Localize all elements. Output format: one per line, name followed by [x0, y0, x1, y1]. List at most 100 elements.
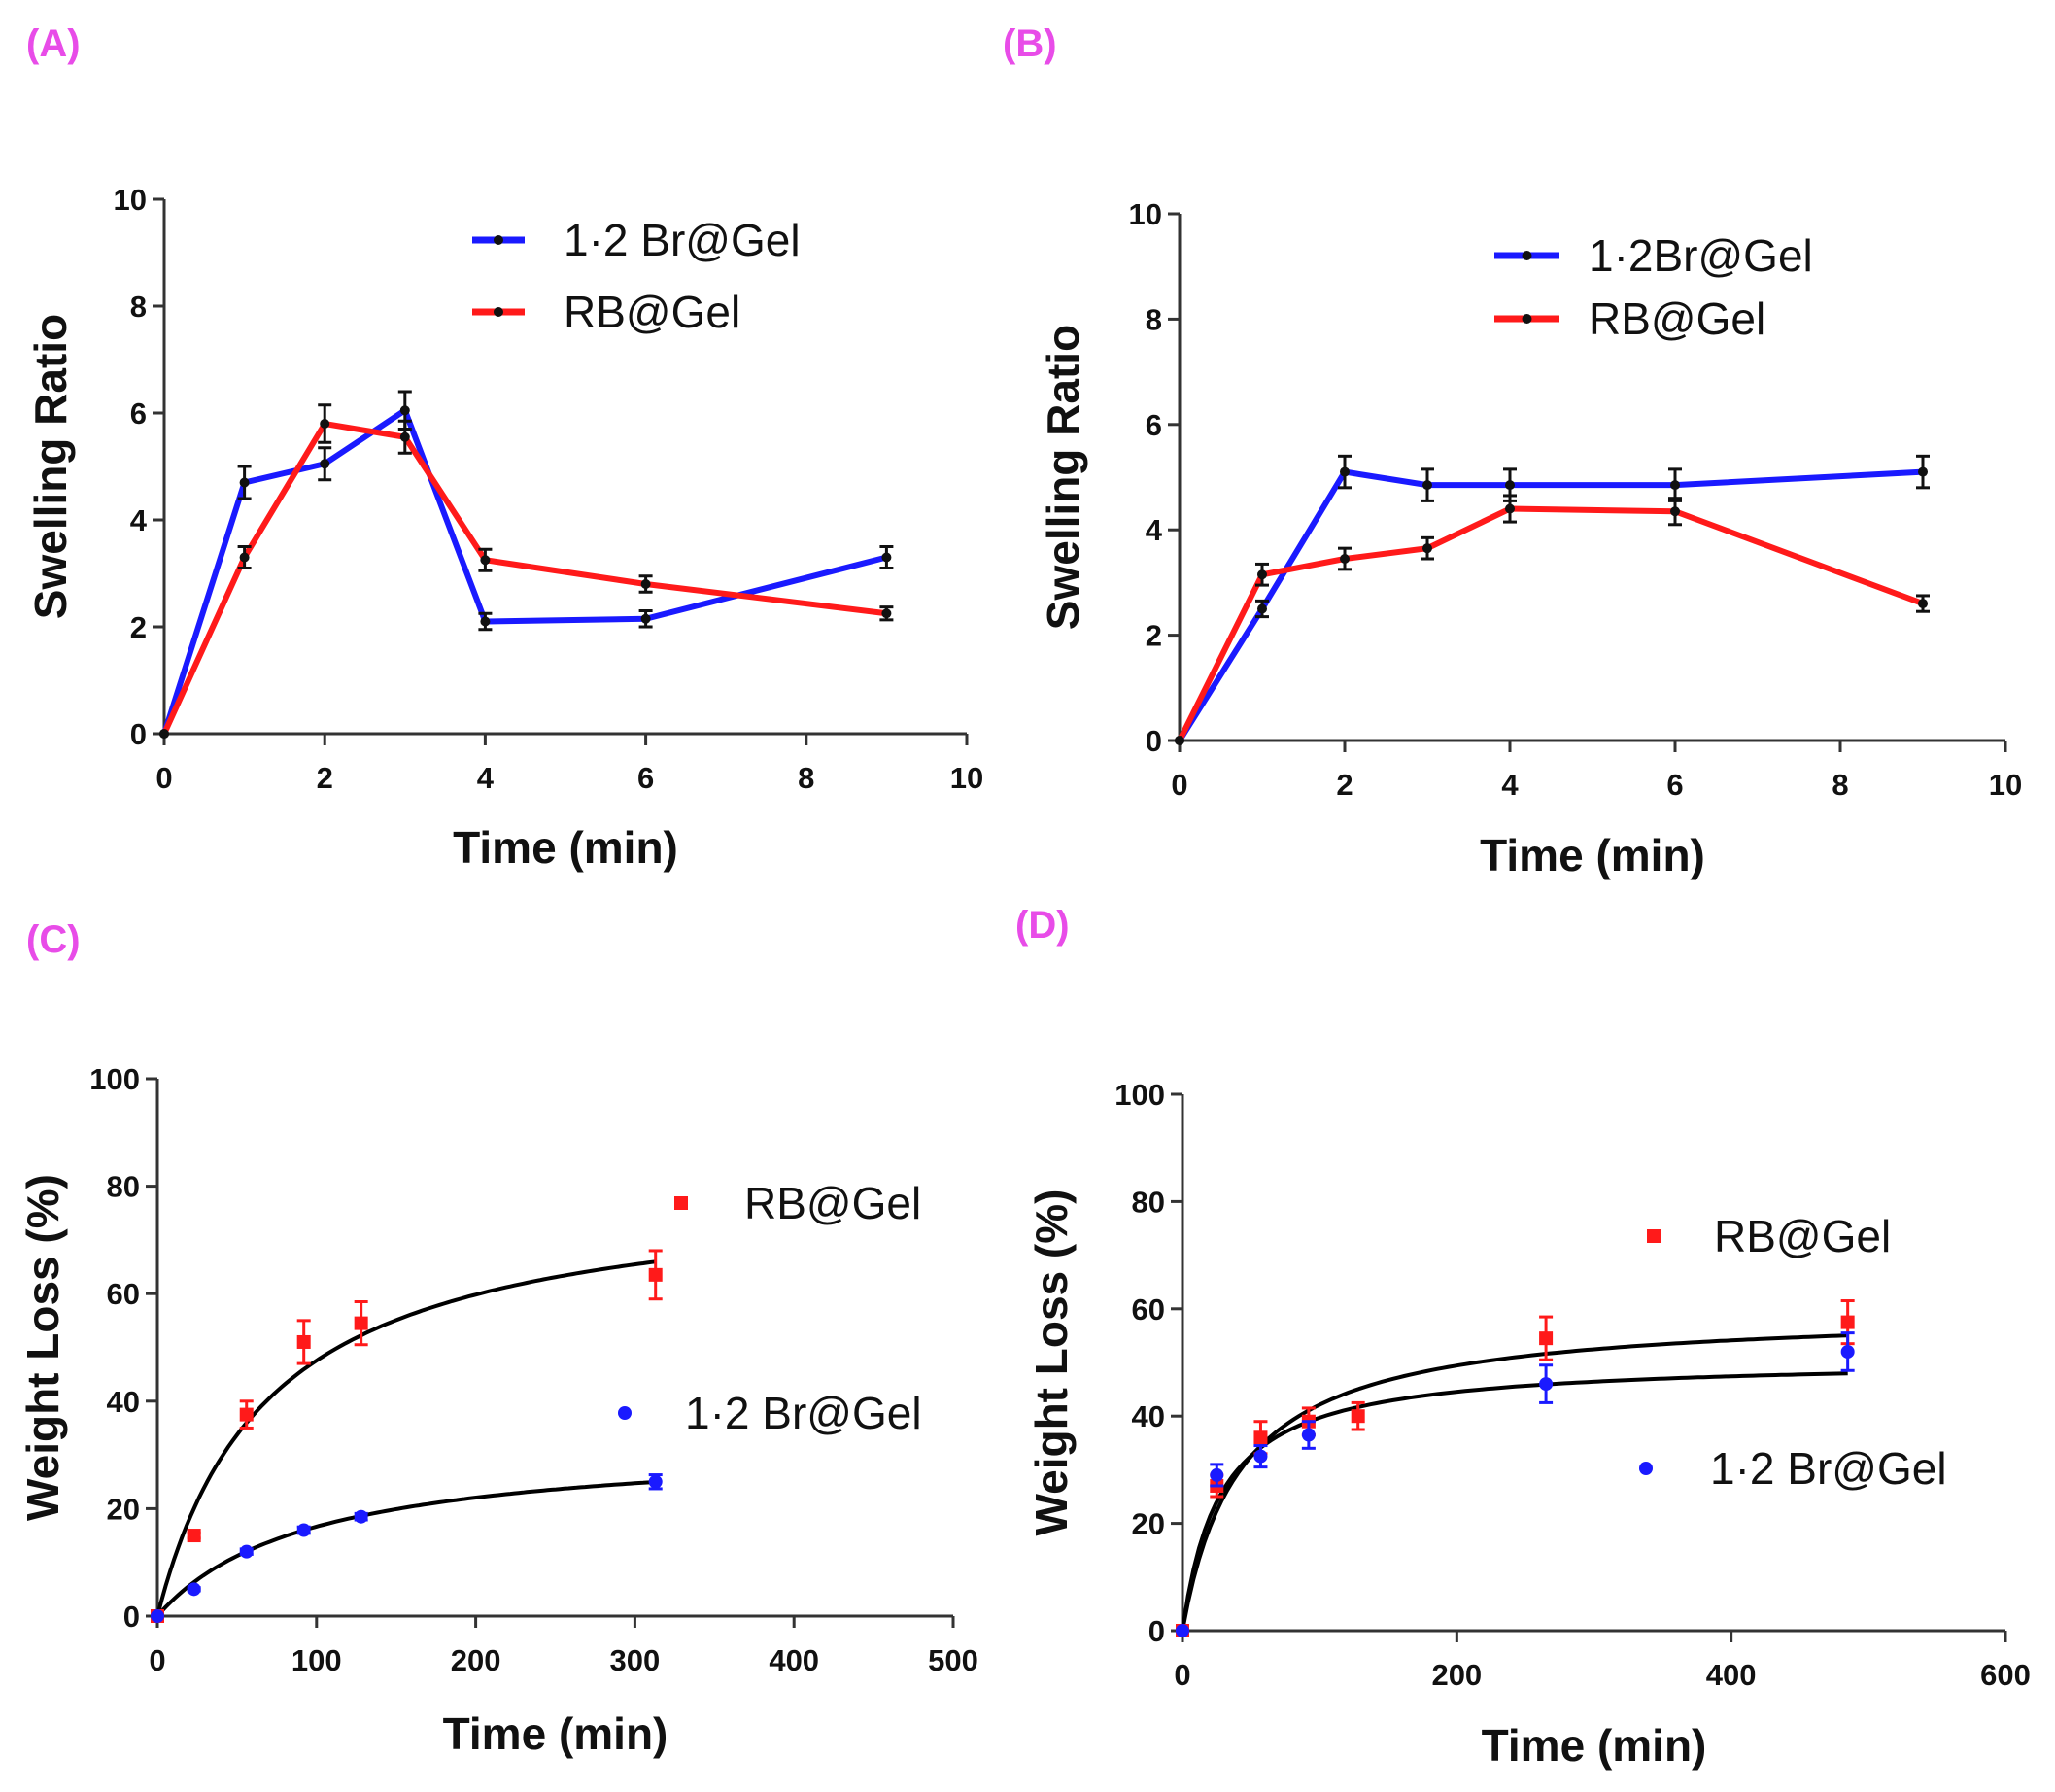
fit-curve	[1181, 1333, 1848, 1632]
x-tick-label: 200	[451, 1643, 501, 1677]
series-line	[161, 420, 887, 736]
y-tick-label: 0	[130, 717, 147, 751]
chart-panel-a: (A) 0 2 4 6 8 10 0 2 4 6 8 10 Time (min) Swelling Rati…	[25, 22, 983, 873]
data-point	[1539, 1331, 1554, 1346]
y-tick-label: 100	[1114, 1078, 1165, 1112]
x-tick-label: 2	[317, 761, 333, 795]
y-tick-label: 0	[123, 1600, 140, 1634]
legend-label: RB@Gel	[1714, 1211, 1891, 1261]
data-point	[187, 1582, 201, 1597]
fit-curve	[155, 1259, 656, 1617]
legend-label: 1·2 Br@Gel	[685, 1388, 922, 1438]
data-point	[1210, 1467, 1224, 1482]
data-point	[320, 419, 330, 429]
data-point	[296, 1523, 311, 1537]
data-point	[354, 1509, 368, 1524]
data-point	[640, 613, 651, 624]
x-tick-label: 500	[928, 1643, 978, 1677]
y-axis-title: Weight Loss (%)	[1026, 1189, 1077, 1536]
y-tick-label: 10	[114, 183, 147, 217]
data-point	[1340, 466, 1350, 477]
legend-marker	[674, 1196, 688, 1210]
data-point	[881, 608, 892, 619]
data-point	[1840, 1315, 1855, 1329]
data-point	[187, 1529, 201, 1543]
data-point	[1505, 503, 1515, 514]
data-point	[151, 1609, 164, 1623]
y-tick-label: 80	[107, 1170, 140, 1204]
data-point	[1539, 1377, 1554, 1392]
data-point	[1422, 480, 1432, 491]
data-point	[1340, 554, 1350, 565]
y-tick-label: 0	[1146, 724, 1162, 758]
data-point	[1670, 506, 1680, 517]
y-tick-label: 8	[1146, 302, 1162, 336]
data-point	[159, 729, 169, 739]
y-tick-label: 2	[1146, 619, 1162, 653]
y-tick-label: 60	[1132, 1292, 1165, 1327]
data-point	[1422, 543, 1432, 554]
y-tick-label: 20	[1132, 1507, 1165, 1541]
chart-panel-d: (D) 0 200 400 600 0 20 40 60 80 100 Time (min) Weigh…	[1015, 904, 2031, 1771]
x-tick-label: 200	[1431, 1658, 1482, 1692]
fit-curve	[155, 1479, 656, 1618]
data-point	[648, 1267, 663, 1282]
data-point	[480, 616, 491, 627]
data-point	[239, 477, 250, 488]
legend-marker	[1522, 314, 1532, 324]
y-tick-label: 8	[130, 290, 147, 324]
data-point	[881, 552, 892, 563]
data-point	[1918, 599, 1928, 609]
legend-marker	[494, 235, 503, 245]
x-tick-label: 600	[1980, 1658, 2031, 1692]
data-point	[640, 579, 651, 589]
data-point	[1257, 569, 1267, 580]
x-tick-label: 400	[769, 1643, 819, 1677]
data-point	[399, 405, 410, 416]
x-axis-title: Time (min)	[443, 1708, 668, 1759]
data-point	[1670, 480, 1680, 491]
x-tick-label: 8	[1832, 768, 1848, 802]
panel-label: (D)	[1015, 904, 1070, 947]
y-axis-title: Swelling Ratio	[25, 314, 76, 619]
x-axis-title: Time (min)	[1480, 830, 1705, 880]
y-tick-label: 4	[1146, 513, 1163, 547]
y-axis-title: Weight Loss (%)	[17, 1174, 68, 1521]
chart-panel-c: (C) 0 100 200 300 400 500 0 20 40 60 80 100 Time (min…	[17, 918, 978, 1759]
series-line	[161, 405, 888, 735]
x-tick-label: 400	[1706, 1658, 1757, 1692]
y-axis-title: Swelling Ratio	[1038, 325, 1088, 630]
data-point	[480, 555, 491, 566]
y-tick-label: 60	[107, 1277, 140, 1311]
y-tick-label: 20	[107, 1492, 140, 1526]
legend-label: RB@Gel	[1589, 293, 1765, 344]
legend-label: 1·2 Br@Gel	[564, 215, 801, 265]
y-tick-label: 10	[1129, 197, 1162, 231]
data-point	[1176, 1624, 1189, 1637]
y-tick-label: 80	[1132, 1185, 1165, 1219]
data-point	[1918, 466, 1928, 477]
x-tick-label: 10	[950, 761, 983, 795]
panel-label: (B)	[1003, 22, 1057, 65]
legend-marker	[1647, 1229, 1661, 1243]
legend-marker	[618, 1406, 632, 1420]
data-point	[320, 459, 330, 469]
x-tick-label: 8	[798, 761, 814, 795]
data-point	[239, 1544, 254, 1559]
x-tick-label: 6	[637, 761, 654, 795]
x-tick-label: 0	[149, 1643, 165, 1677]
legend-label: 1·2 Br@Gel	[1710, 1443, 1947, 1494]
x-tick-label: 4	[1501, 768, 1519, 802]
data-point	[399, 431, 410, 442]
panel-label: (C)	[26, 918, 81, 961]
legend-marker	[1639, 1462, 1653, 1475]
x-tick-label: 0	[1174, 1658, 1190, 1692]
y-tick-label: 0	[1148, 1614, 1165, 1648]
data-point	[1505, 480, 1515, 491]
y-tick-label: 40	[107, 1385, 140, 1419]
chart-panel-b: (B) 0 2 4 6 8 10 0 2 4 6 8 10 Time (min) Swelling Rati…	[1003, 22, 2022, 880]
x-tick-label: 100	[291, 1643, 342, 1677]
legend-label: RB@Gel	[564, 287, 740, 337]
data-point	[1301, 1428, 1316, 1442]
